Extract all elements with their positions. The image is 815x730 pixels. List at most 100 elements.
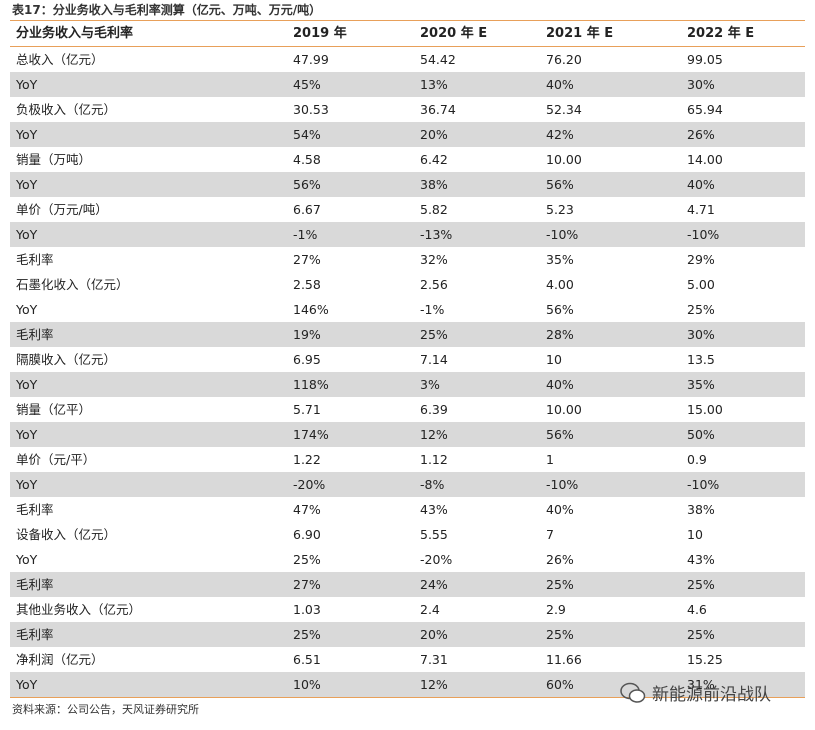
- row-label: 单价（元/平）: [16, 452, 96, 467]
- table-row: 净利润（亿元） 6.51 7.31 11.66 15.25: [10, 647, 805, 672]
- row-label: 毛利率: [16, 327, 54, 342]
- cell-value: 15.00: [687, 402, 723, 417]
- cell-value: 2.56: [420, 277, 448, 292]
- cell-value: 60%: [546, 677, 574, 692]
- cell-value: 6.90: [293, 527, 321, 542]
- cell-value: 4.58: [293, 152, 321, 167]
- table-row: YoY 10% 12% 60% 31%: [10, 672, 805, 697]
- cell-value: 5.23: [546, 202, 574, 217]
- row-label: 隔膜收入（亿元）: [16, 352, 117, 367]
- table-row: YoY -1% -13% -10% -10%: [10, 222, 805, 247]
- cell-value: 38%: [687, 502, 715, 517]
- table-row: 毛利率 47% 43% 40% 38%: [10, 497, 805, 522]
- cell-value: 47.99: [293, 52, 329, 67]
- cell-value: 10: [687, 527, 703, 542]
- cell-value: -1%: [293, 227, 318, 242]
- row-label: 设备收入（亿元）: [16, 527, 117, 542]
- cell-value: 6.95: [293, 352, 321, 367]
- cell-value: 54.42: [420, 52, 456, 67]
- cell-value: 3%: [420, 377, 440, 392]
- cell-value: 54%: [293, 127, 321, 142]
- cell-value: 5.00: [687, 277, 715, 292]
- cell-value: 2.4: [420, 602, 440, 617]
- cell-value: 19%: [293, 327, 321, 342]
- cell-value: 26%: [546, 552, 574, 567]
- cell-value: 10%: [293, 677, 321, 692]
- cell-value: 10: [546, 352, 562, 367]
- cell-value: 25%: [687, 627, 715, 642]
- table-row: 毛利率 27% 32% 35% 29%: [10, 247, 805, 272]
- row-label: YoY: [16, 177, 38, 192]
- table: 分业务收入与毛利率 2019 年 2020 年 E 2021 年 E 2022 年 E 总…: [10, 20, 805, 698]
- cell-value: 65.94: [687, 102, 723, 117]
- cell-value: 2022 年 E: [687, 26, 755, 41]
- cell-value: 20%: [420, 127, 448, 142]
- row-label: 负极收入（亿元）: [16, 102, 117, 117]
- cell-value: 0.9: [687, 452, 707, 467]
- cell-value: -20%: [293, 477, 326, 492]
- cell-value: 15.25: [687, 652, 723, 667]
- cell-value: 14.00: [687, 152, 723, 167]
- cell-value: 7.31: [420, 652, 448, 667]
- cell-value: 6.42: [420, 152, 448, 167]
- cell-value: 30%: [687, 77, 715, 92]
- table-row: 毛利率 19% 25% 28% 30%: [10, 322, 805, 347]
- row-label: 石墨化收入（亿元）: [16, 277, 129, 292]
- cell-value: -1%: [420, 302, 445, 317]
- cell-value: 29%: [687, 252, 715, 267]
- cell-value: 32%: [420, 252, 448, 267]
- cell-value: 118%: [293, 377, 329, 392]
- cell-value: 12%: [420, 427, 448, 442]
- table-title: 表17：分业务收入与毛利率测算（亿元、万吨、万元/吨）: [12, 3, 322, 17]
- cell-value: 1.22: [293, 452, 321, 467]
- cell-value: 36.74: [420, 102, 456, 117]
- table-row: YoY 146% -1% 56% 25%: [10, 297, 805, 322]
- cell-value: 2.9: [546, 602, 566, 617]
- cell-value: 25%: [687, 302, 715, 317]
- table-row: 单价（元/平） 1.22 1.12 1 0.9: [10, 447, 805, 472]
- cell-value: 25%: [546, 577, 574, 592]
- row-label: 毛利率: [16, 252, 54, 267]
- wechat-icon: [620, 682, 646, 703]
- cell-value: 10.00: [546, 152, 582, 167]
- table-row: YoY 174% 12% 56% 50%: [10, 422, 805, 447]
- cell-value: 4.6: [687, 602, 707, 617]
- table-row: 毛利率 27% 24% 25% 25%: [10, 572, 805, 597]
- row-label: YoY: [16, 552, 38, 567]
- row-label: YoY: [16, 677, 38, 692]
- cell-value: 43%: [687, 552, 715, 567]
- cell-value: 50%: [687, 427, 715, 442]
- cell-value: 5.82: [420, 202, 448, 217]
- row-label: 销量（亿平）: [16, 402, 92, 417]
- cell-value: -10%: [546, 227, 579, 242]
- cell-value: 52.34: [546, 102, 582, 117]
- cell-value: 45%: [293, 77, 321, 92]
- cell-value: 56%: [546, 177, 574, 192]
- row-label: YoY: [16, 477, 38, 492]
- cell-value: -13%: [420, 227, 453, 242]
- cell-value: 99.05: [687, 52, 723, 67]
- watermark: 新能源前沿战队: [620, 680, 771, 705]
- cell-value: 10.00: [546, 402, 582, 417]
- row-label: YoY: [16, 77, 38, 92]
- table-row: YoY -20% -8% -10% -10%: [10, 472, 805, 497]
- cell-value: 40%: [687, 177, 715, 192]
- table-row: YoY 45% 13% 40% 30%: [10, 72, 805, 97]
- cell-value: 76.20: [546, 52, 582, 67]
- cell-value: 42%: [546, 127, 574, 142]
- cell-value: 28%: [546, 327, 574, 342]
- table-row: 其他业务收入（亿元） 1.03 2.4 2.9 4.6: [10, 597, 805, 622]
- cell-value: 4.00: [546, 277, 574, 292]
- cell-value: 1.12: [420, 452, 448, 467]
- cell-value: 31%: [687, 677, 715, 692]
- cell-value: 1.03: [293, 602, 321, 617]
- table-row: 销量（亿平） 5.71 6.39 10.00 15.00: [10, 397, 805, 422]
- cell-value: 25%: [420, 327, 448, 342]
- cell-value: 35%: [546, 252, 574, 267]
- cell-value: 6.67: [293, 202, 321, 217]
- cell-value: 56%: [546, 302, 574, 317]
- cell-value: -8%: [420, 477, 445, 492]
- row-label: 净利润（亿元）: [16, 652, 104, 667]
- cell-value: -10%: [687, 227, 720, 242]
- cell-value: 25%: [293, 627, 321, 642]
